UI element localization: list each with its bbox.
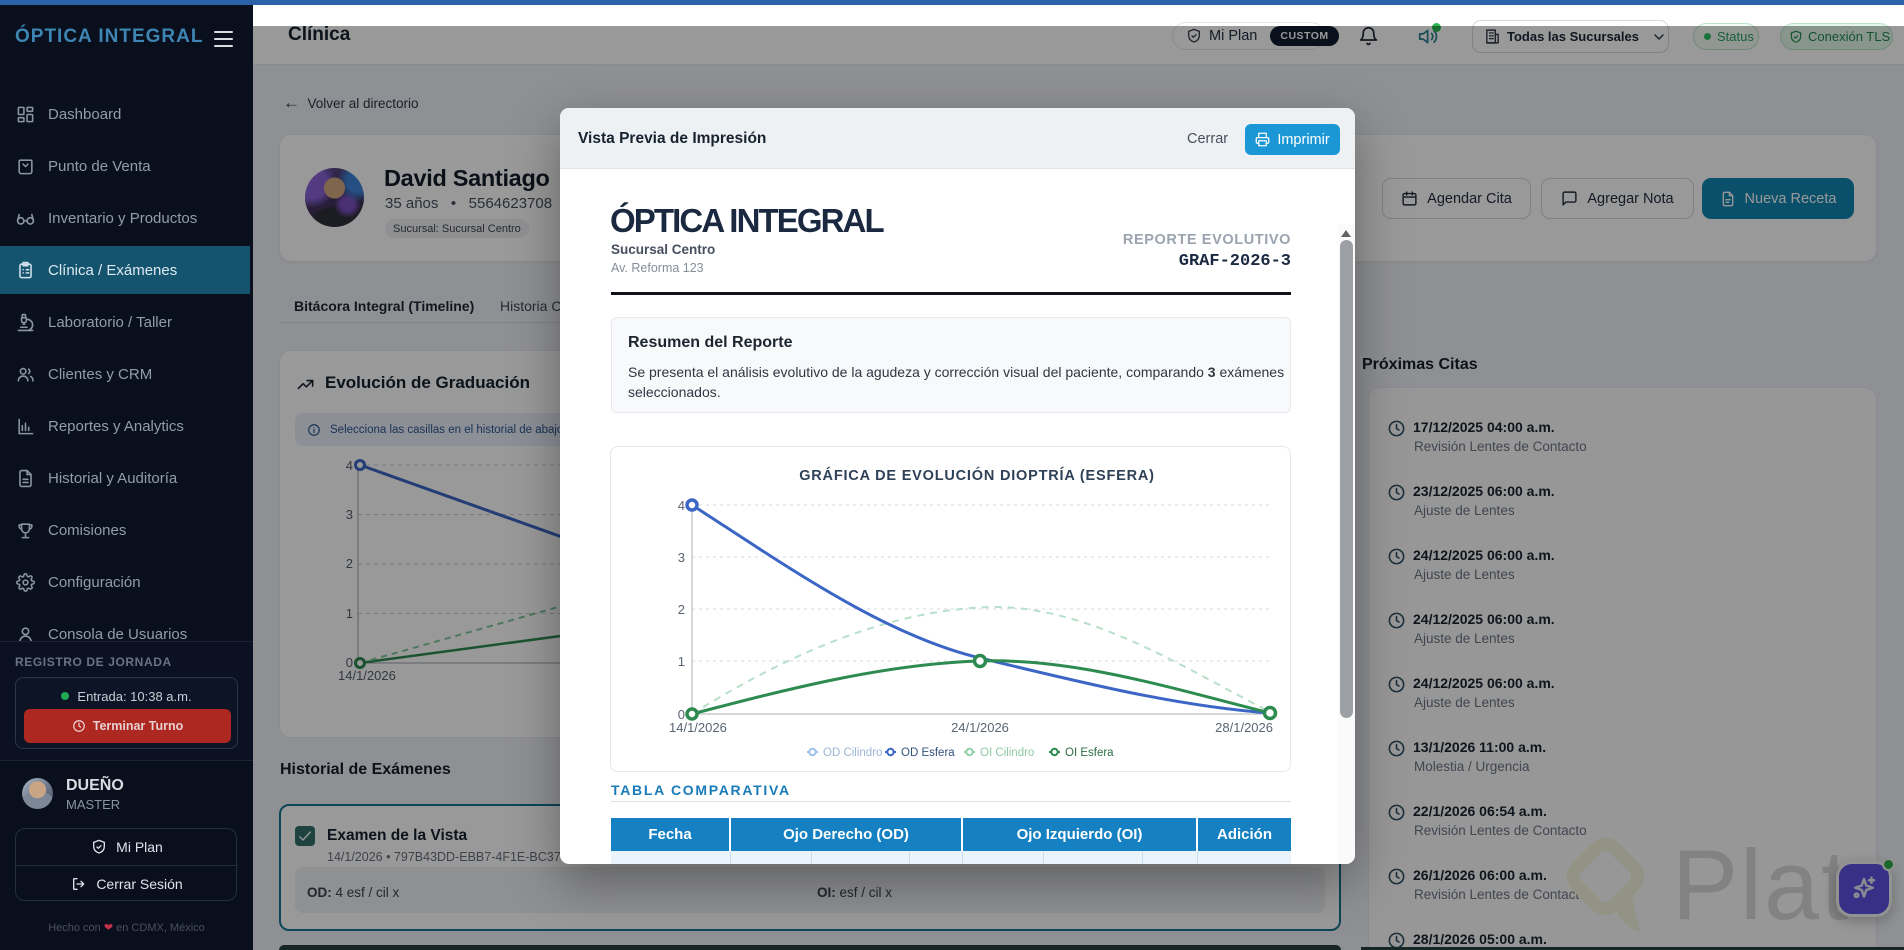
svg-text:0: 0 bbox=[346, 655, 353, 670]
svg-text:2: 2 bbox=[346, 556, 353, 571]
svg-text:14/1/2026: 14/1/2026 bbox=[669, 720, 727, 735]
svg-text:2: 2 bbox=[678, 602, 685, 617]
svg-text:OI Cilindro: OI Cilindro bbox=[980, 747, 1034, 759]
svg-text:4: 4 bbox=[346, 458, 353, 473]
svg-text:3: 3 bbox=[346, 507, 353, 522]
svg-text:4: 4 bbox=[678, 498, 685, 513]
svg-text:OD Cilindro: OD Cilindro bbox=[823, 747, 882, 759]
svg-text:GRÁFICA DE EVOLUCIÓN DIOPTRÍA: GRÁFICA DE EVOLUCIÓN DIOPTRÍA (ESFERA) bbox=[799, 466, 1155, 484]
svg-text:0: 0 bbox=[678, 707, 685, 722]
svg-text:OI Esfera: OI Esfera bbox=[1065, 747, 1114, 759]
svg-text:24/1/2026: 24/1/2026 bbox=[951, 720, 1009, 735]
svg-text:1: 1 bbox=[346, 606, 353, 621]
svg-text:28/1/2026: 28/1/2026 bbox=[1215, 720, 1273, 735]
svg-text:3: 3 bbox=[678, 550, 685, 565]
svg-text:1: 1 bbox=[678, 654, 685, 669]
svg-text:14/1/2026: 14/1/2026 bbox=[338, 668, 396, 683]
svg-text:OD Esfera: OD Esfera bbox=[901, 747, 955, 759]
